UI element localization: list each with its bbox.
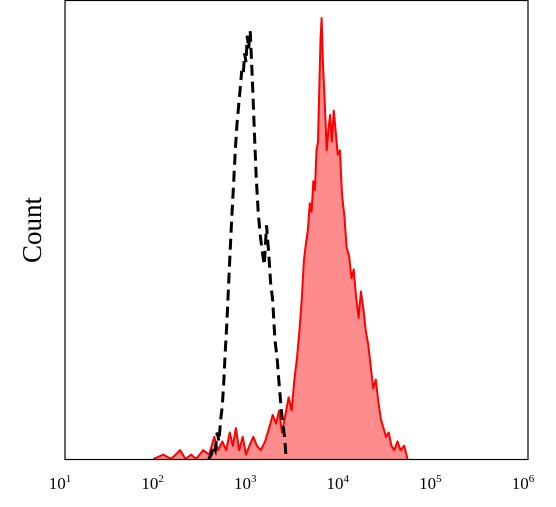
x-axis-ticks: 101 102 103 104 105 106 (49, 473, 535, 493)
control-histogram-line (207, 31, 288, 460)
plot-frame (64, 0, 529, 461)
x-tick-label: 102 (141, 473, 164, 493)
x-tick-label: 103 (234, 473, 257, 493)
x-tick-label: 104 (327, 473, 350, 493)
sample-histogram-fill (153, 18, 408, 459)
x-tick-label: 106 (512, 473, 535, 493)
x-tick-label: 105 (419, 473, 442, 493)
sample-histogram-line (152, 17, 409, 460)
y-axis-label: Count (17, 196, 47, 263)
x-tick-label: 101 (49, 473, 72, 493)
plot-area (152, 17, 409, 460)
